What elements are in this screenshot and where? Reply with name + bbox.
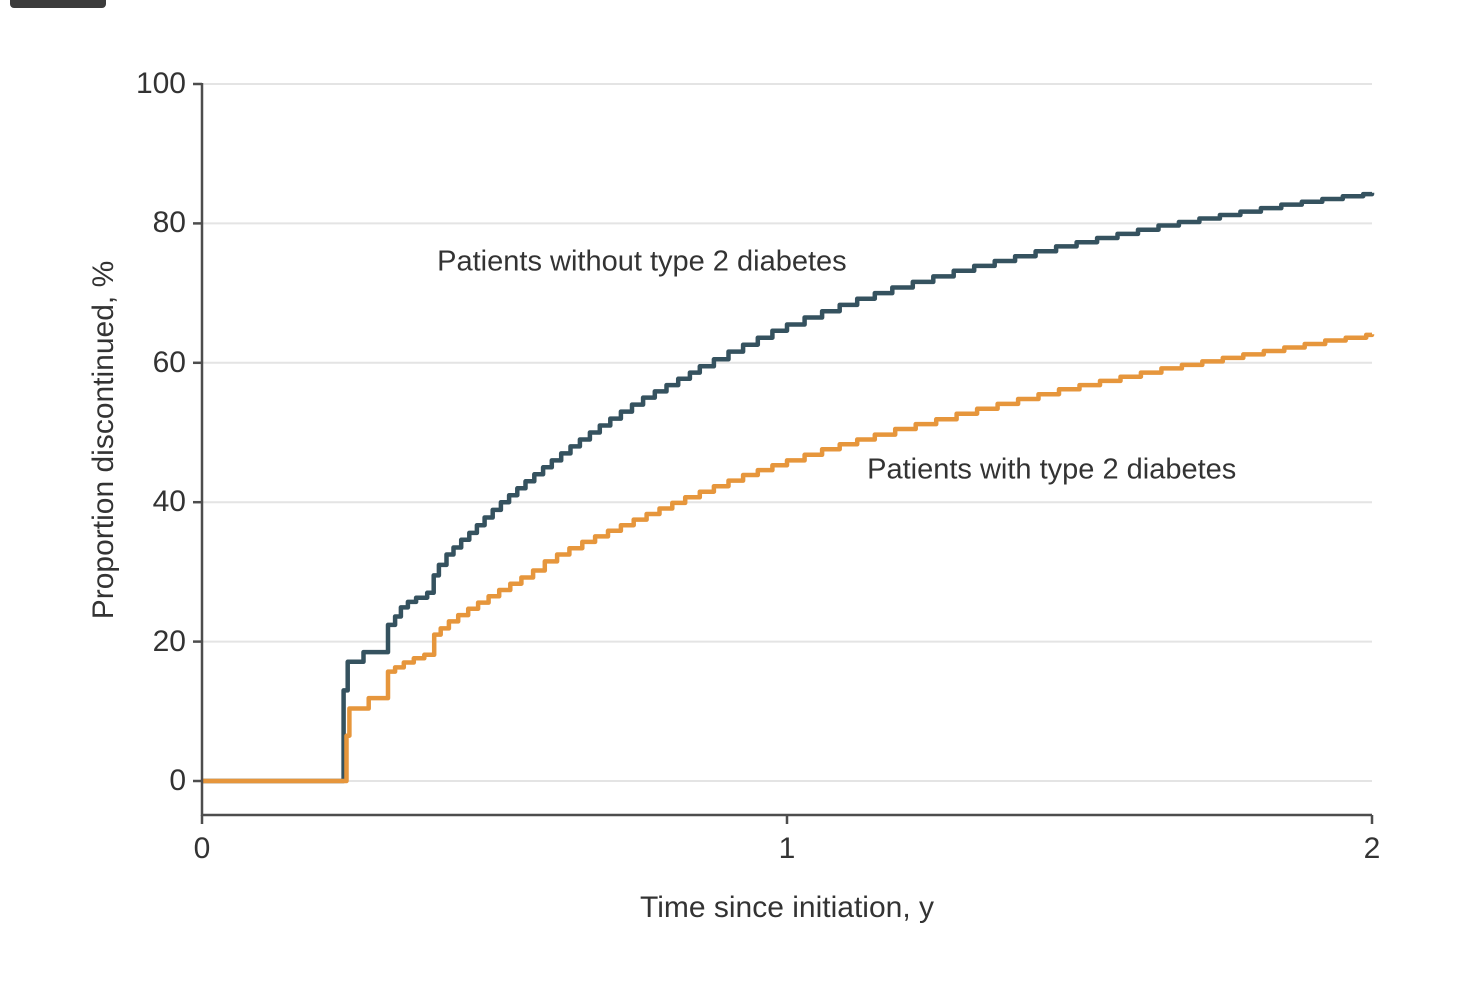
y-axis-title: Proportion discontinued, % <box>87 260 120 620</box>
y-tick-label-0: 0 <box>169 764 186 797</box>
x-tick-label-0: 0 <box>193 832 211 865</box>
y-tick-label-20: 20 <box>152 624 186 658</box>
y-tick-label-100: 100 <box>135 67 186 100</box>
x-tick-label-2: 2 <box>1363 832 1381 865</box>
curve-without-diabetes <box>202 191 1375 784</box>
curve-label-without-diabetes: Patients without type 2 diabetes <box>437 245 847 278</box>
cropped-ui-artifact-bar <box>10 0 106 8</box>
curve-label-with-diabetes: Patients with type 2 diabetes <box>867 453 1237 486</box>
y-tick-label-40: 40 <box>152 485 186 519</box>
y-tick-label-60: 60 <box>152 345 186 379</box>
curve-with-diabetes <box>202 332 1375 784</box>
x-tick-label-1: 1 <box>778 832 796 865</box>
x-axis-title: Time since initiation, y <box>640 891 934 924</box>
y-tick-label-80: 80 <box>152 206 186 240</box>
